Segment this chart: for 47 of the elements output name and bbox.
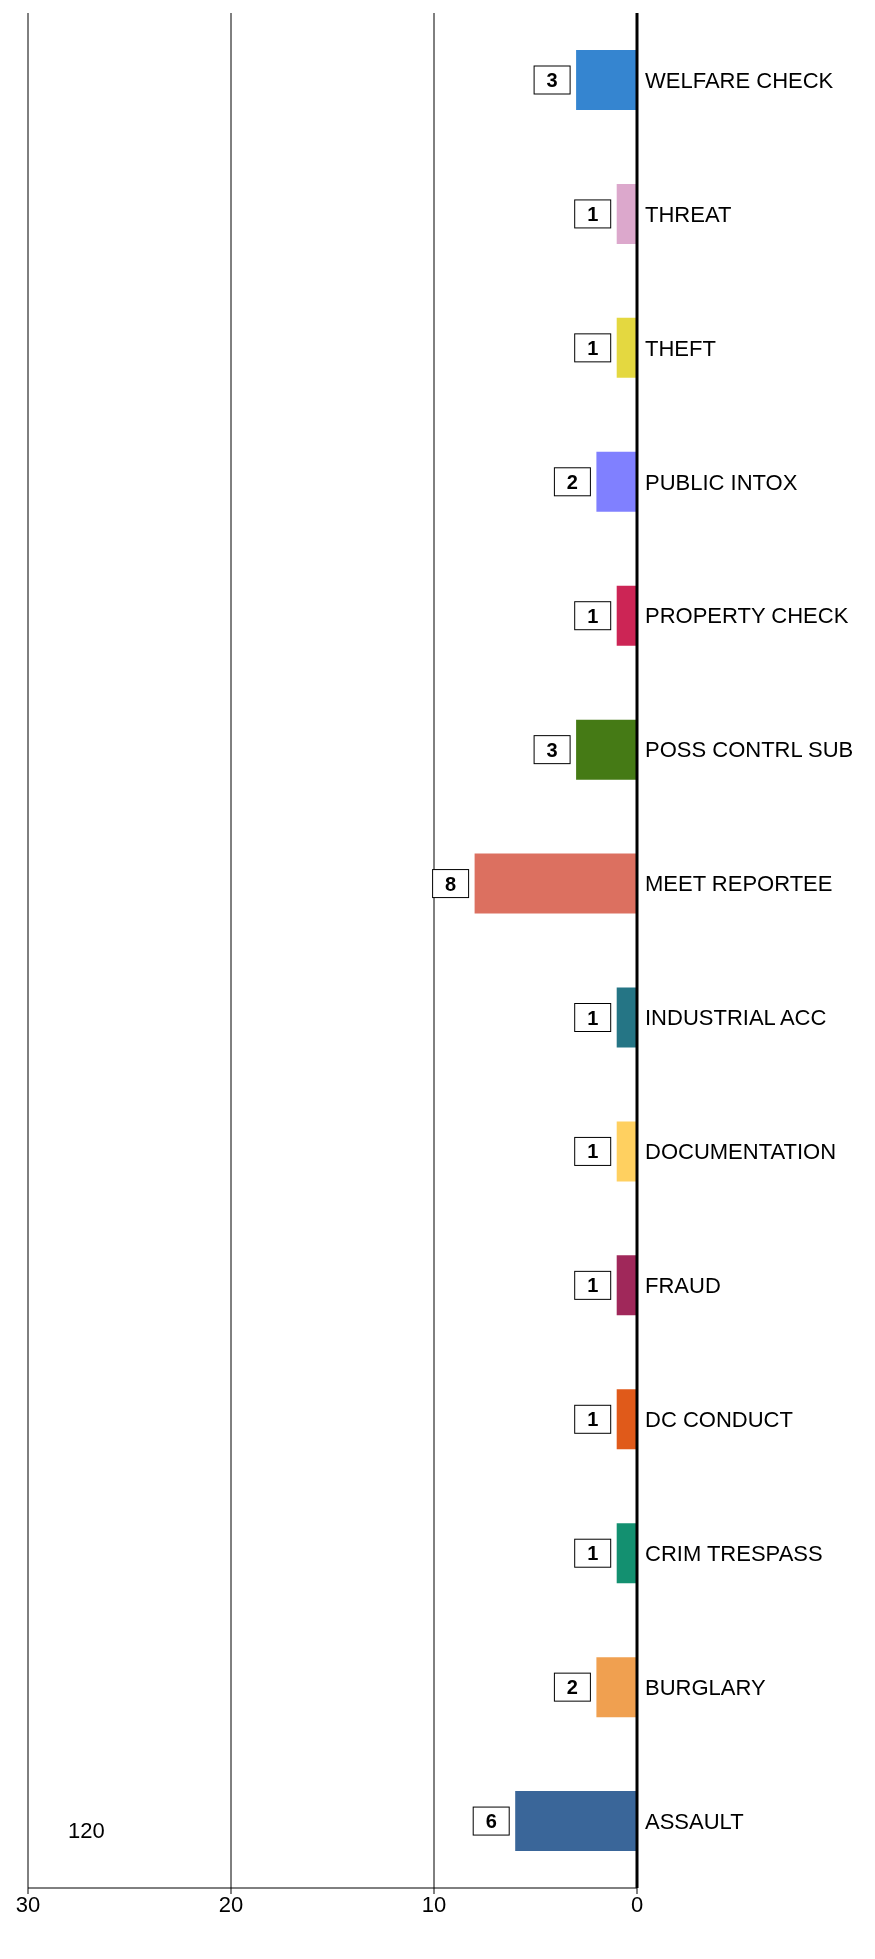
bar: [616, 317, 637, 378]
data-label: 1: [587, 336, 599, 359]
data-label: 1: [587, 604, 599, 627]
bar: [515, 1791, 637, 1852]
data-label: 2: [566, 470, 578, 493]
y-tick-label: MEET REPORTEE: [645, 871, 833, 897]
y-tick-label: PROPERTY CHECK: [645, 603, 849, 629]
y-tick-label: PUBLIC INTOX: [645, 469, 798, 495]
data-label: 1: [587, 1408, 599, 1431]
x-tick-label: 30: [15, 1891, 41, 1917]
annotation: 120: [68, 1818, 105, 1844]
bar: [596, 1657, 637, 1718]
data-label: 1: [587, 1140, 599, 1163]
bar: [576, 719, 637, 780]
data-label: 3: [546, 69, 558, 91]
y-tick-label: WELFARE CHECK: [645, 67, 834, 93]
y-tick-label: FRAUD: [645, 1273, 721, 1299]
bar: [616, 585, 637, 646]
y-tick-label: THREAT: [645, 201, 732, 227]
data-label: 8: [445, 872, 457, 895]
x-tick-label: 10: [421, 1891, 447, 1917]
y-tick-label: THEFT: [645, 335, 716, 361]
data-label: 1: [587, 1006, 599, 1029]
y-tick-label: CRIM TRESPASS: [645, 1540, 823, 1566]
data-label: 6: [485, 1810, 497, 1833]
x-tick-label: 0: [630, 1891, 644, 1917]
y-tick-label: INDUSTRIAL ACC: [645, 1005, 827, 1031]
bar: [616, 1255, 637, 1316]
y-tick-label: DC CONDUCT: [645, 1407, 793, 1433]
bar: [616, 183, 637, 244]
x-tick-label: 20: [218, 1891, 244, 1917]
bar: [616, 1121, 637, 1182]
bar: [616, 987, 637, 1048]
y-tick-label: ASSAULT: [645, 1808, 744, 1834]
y-tick-label: POSS CONTRL SUB: [645, 737, 854, 763]
data-label: 1: [587, 1274, 599, 1297]
bar: [576, 50, 637, 110]
data-label: 1: [587, 1542, 599, 1565]
data-label: 1: [587, 202, 599, 225]
y-tick-label: BURGLARY: [645, 1674, 766, 1700]
bar: [474, 853, 637, 914]
y-tick-label: DOCUMENTATION: [645, 1139, 837, 1165]
bar: [616, 1389, 637, 1450]
bar: [596, 451, 637, 512]
data-label: 2: [566, 1676, 578, 1699]
bar: [616, 1523, 637, 1584]
data-label: 3: [546, 738, 558, 761]
